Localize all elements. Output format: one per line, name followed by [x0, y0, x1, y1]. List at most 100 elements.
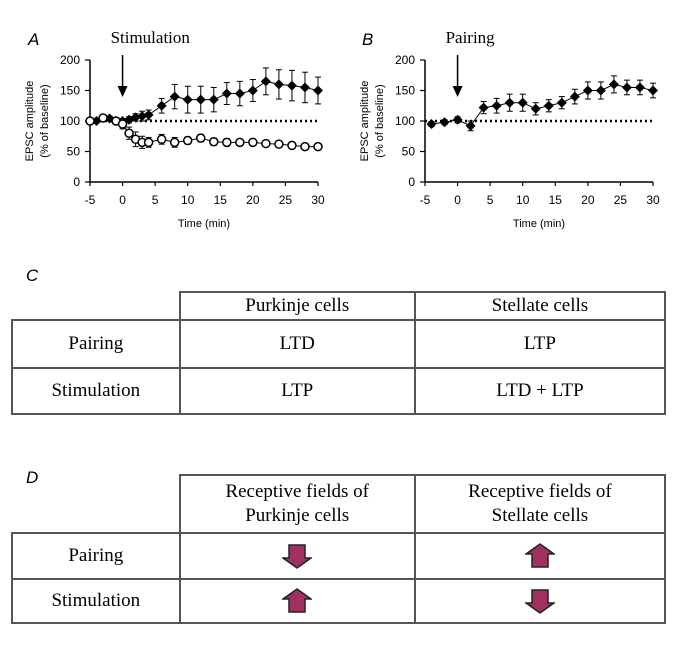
- chart-b-data-point: [543, 100, 554, 111]
- chart-a-y-tick-label: 200: [60, 53, 80, 67]
- panel-label-b: B: [362, 30, 374, 49]
- table-d-header-purkinje-line1: Receptive fields of: [225, 481, 369, 502]
- chart-a-data-point: [98, 113, 108, 123]
- table-d: Receptive fields of Purkinje cells Recep…: [11, 474, 667, 624]
- chart-a-data-point: [182, 135, 193, 146]
- chart-a-data-point: [209, 136, 219, 147]
- chart-a-data-point: [124, 128, 134, 138]
- chart-b-x-tick-label: -5: [420, 193, 431, 207]
- chart-a-data-point: [299, 82, 310, 93]
- chart-a-data-point: [169, 91, 180, 102]
- chart-b-series-line: [431, 83, 654, 127]
- chart-a-data-point: [195, 133, 206, 143]
- chart-b-x-axis-label: Time (min): [513, 218, 565, 230]
- table-d-cell: [413, 532, 667, 580]
- table-d-corner: [12, 475, 181, 534]
- chart-a-data-point: [222, 137, 232, 148]
- chart-b-data-point: [465, 120, 476, 131]
- down-arrow-icon-shape: [282, 544, 313, 569]
- table-d-header-stellate: Receptive fields of Stellate cells: [413, 474, 667, 534]
- chart-b-x-tick-label: 20: [581, 193, 595, 207]
- chart-a-x-tick-label: 25: [279, 193, 293, 207]
- chart-a-x-tick-label: 30: [311, 193, 325, 207]
- up-arrow-icon: [524, 543, 555, 568]
- chart-b-data-point: [491, 100, 502, 111]
- chart-a-x-tick-label: 20: [246, 193, 260, 207]
- chart-b-annotation: Pairing: [446, 28, 496, 47]
- table-d-cell: [413, 578, 667, 624]
- table-d-row-label: Stimulation: [11, 578, 181, 624]
- table-c-cell: LTD: [178, 319, 416, 369]
- panel-label-c: C: [26, 266, 39, 285]
- chart-b-data-point: [556, 97, 567, 108]
- table-c-row-label: Stimulation: [11, 367, 181, 415]
- chart-b-y-tick-label: 200: [395, 53, 415, 67]
- chart-b-y-axis-label-line2: (% of baseline): [374, 84, 386, 157]
- chart-a-y-tick-label: 0: [73, 175, 80, 189]
- chart-b-x-tick-label: 30: [646, 193, 660, 207]
- down-arrow-icon: [282, 544, 313, 569]
- table-c-cell: LTP: [413, 319, 667, 369]
- chart-b-data-point: [569, 91, 580, 102]
- chart-b-data-point: [634, 82, 645, 93]
- up-arrow-icon-shape: [282, 588, 313, 613]
- chart-a-data-point: [235, 137, 245, 148]
- chart-a-data-point: [260, 76, 271, 87]
- chart-b-data-point: [478, 102, 489, 113]
- chart-b-data-point: [439, 117, 450, 128]
- chart-a-data-point: [137, 111, 148, 122]
- chart-a-data-point: [156, 100, 167, 111]
- chart-b-data-point: [517, 97, 528, 108]
- chart-a-data-point: [169, 137, 180, 148]
- chart-a-data-point: [156, 134, 167, 145]
- chart-a-data-point: [274, 139, 284, 149]
- chart-a-data-point: [143, 109, 154, 120]
- chart-a-y-axis-label-line1: EPSC amplitude: [24, 81, 36, 162]
- chart-a-data-point: [85, 116, 95, 126]
- chart-a-data-point: [248, 137, 258, 148]
- table-row: Stimulation: [11, 578, 667, 624]
- chart-a-svg: 0 50 100 150 200 -5 0 5 10 15 20 25 30 Time (min) EPSC…: [24, 28, 325, 230]
- up-arrow-icon: [282, 588, 313, 613]
- chart-b-data-point: [595, 85, 606, 96]
- chart-b-y-tick-label: 50: [402, 145, 416, 159]
- chart-b-y-tick-label: 100: [395, 114, 415, 128]
- chart-b-data-point: [648, 85, 658, 96]
- down-arrow-icon-shape: [524, 589, 555, 614]
- table-c: Purkinje cells Stellate cells Pairing LT…: [11, 291, 667, 415]
- chart-b-y-axis-label-line1: EPSC amplitude: [359, 81, 371, 162]
- chart-a-data-point: [234, 88, 245, 99]
- chart-a-annotation: Stimulation: [111, 28, 191, 47]
- table-c-cell: LTP: [178, 367, 416, 415]
- chart-a-y-tick-label: 50: [67, 145, 81, 159]
- chart-b-data-point: [504, 97, 515, 108]
- chart-a-data-point: [130, 112, 141, 123]
- table-d-header-stellate-line2: Stellate cells: [491, 505, 589, 526]
- chart-a-data-point: [195, 94, 206, 105]
- chart-a-y-tick-label: 150: [60, 84, 80, 98]
- table-row: Pairing: [11, 532, 667, 580]
- chart-a-y-axis-label-line2: (% of baseline): [39, 84, 51, 157]
- chart-b-x-tick-label: 15: [549, 193, 563, 207]
- chart-a-data-point: [273, 79, 284, 90]
- chart-b-annotation-arrow-head: [452, 86, 463, 97]
- chart-a-data-point: [182, 94, 193, 105]
- chart-a-data-point: [313, 85, 323, 96]
- chart-a-data-point: [287, 140, 297, 151]
- chart-b-y-tick-label: 150: [395, 84, 415, 98]
- down-arrow-icon: [524, 589, 555, 614]
- table-c-corner: [12, 292, 181, 321]
- chart-b-data-point: [608, 79, 619, 90]
- chart-b-x-tick-label: 10: [516, 193, 530, 207]
- table-c-header-purkinje: Purkinje cells: [178, 291, 416, 321]
- chart-a-x-tick-label: -5: [85, 193, 96, 207]
- chart-b-x-tick-label: 0: [454, 193, 461, 207]
- chart-a-x-axis-label: Time (min): [178, 218, 230, 230]
- chart-a-data-point: [117, 119, 128, 129]
- chart-a-y-tick-label: 100: [60, 114, 80, 128]
- table-d-cell: [178, 578, 416, 624]
- chart-b-data-point: [582, 85, 593, 96]
- table-d-cell: [178, 532, 416, 580]
- table-c-cell: LTD + LTP: [413, 367, 667, 415]
- chart-a-data-point: [286, 80, 297, 91]
